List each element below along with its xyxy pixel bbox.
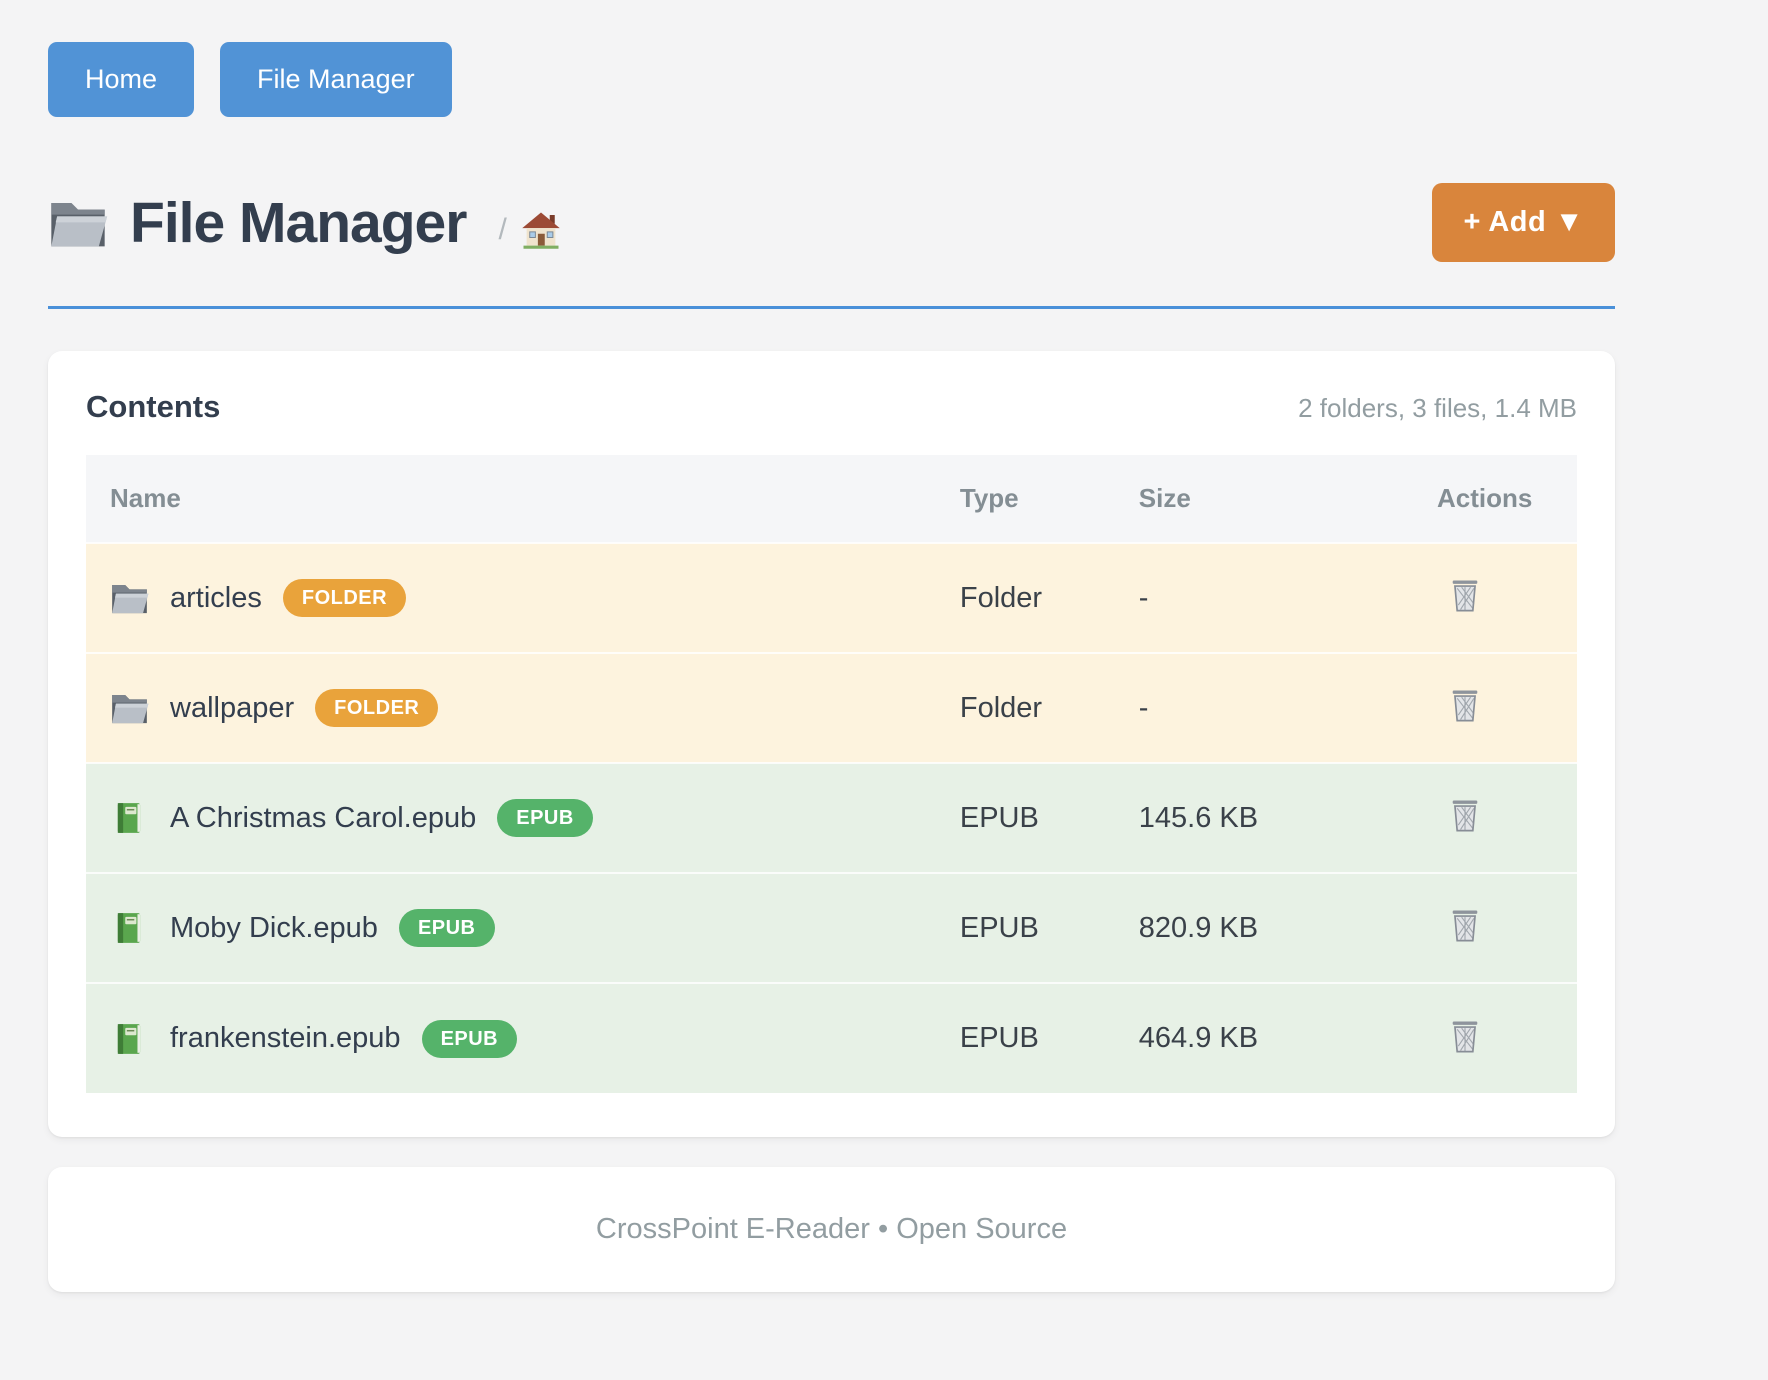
file-icon-holder xyxy=(110,581,149,615)
file-icon-holder xyxy=(110,1022,149,1056)
file-name[interactable]: A Christmas Carol.epub xyxy=(170,801,477,834)
trash-icon xyxy=(1447,576,1483,614)
cell-type: Folder xyxy=(959,581,1043,614)
add-button[interactable]: + Add ▼ xyxy=(1432,183,1615,262)
page-header: File Manager / + Add ▼ xyxy=(48,183,1615,262)
cell-size: 464.9 KB xyxy=(1138,1022,1259,1054)
contents-summary: 2 folders, 3 files, 1.4 MB xyxy=(1298,393,1577,423)
trash-icon xyxy=(1447,796,1483,834)
file-badge: EPUB xyxy=(497,799,593,837)
cell-actions xyxy=(1413,653,1577,763)
cell-size: - xyxy=(1138,581,1149,614)
cell-name: A Christmas Carol.epub EPUB xyxy=(86,763,936,873)
folder-icon xyxy=(110,581,149,615)
name-wrap: frankenstein.epub EPUB xyxy=(110,1019,912,1058)
files-table: Name Type Size Actions articles FOLDER F… xyxy=(86,455,1577,1093)
contents-card: Contents 2 folders, 3 files, 1.4 MB Name… xyxy=(48,351,1615,1137)
file-icon-holder xyxy=(110,801,149,835)
name-wrap: Moby Dick.epub EPUB xyxy=(110,909,912,947)
column-header-actions: Actions xyxy=(1412,455,1577,543)
trash-icon xyxy=(1447,1017,1483,1055)
contents-card-header: Contents 2 folders, 3 files, 1.4 MB xyxy=(86,389,1577,425)
column-header-size: Size xyxy=(1114,455,1413,543)
name-wrap: A Christmas Carol.epub EPUB xyxy=(110,799,912,837)
folder-icon xyxy=(110,691,149,725)
top-nav: Home File Manager xyxy=(48,42,1615,117)
contents-heading: Contents xyxy=(86,389,221,424)
column-header-name: Name xyxy=(86,455,936,543)
table-row: wallpaper FOLDER Folder - xyxy=(86,653,1577,763)
name-wrap: wallpaper FOLDER xyxy=(110,689,912,727)
table-row: articles FOLDER Folder - xyxy=(86,543,1577,653)
cell-name: wallpaper FOLDER xyxy=(86,653,936,763)
file-badge: EPUB xyxy=(421,1019,518,1058)
file-badge: FOLDER xyxy=(315,689,439,727)
column-header-type: Type xyxy=(935,455,1115,543)
delete-button[interactable] xyxy=(1443,1015,1487,1057)
delete-button[interactable] xyxy=(1443,574,1487,616)
delete-button[interactable] xyxy=(1443,684,1487,726)
nav-button-file-manager[interactable]: File Manager xyxy=(220,42,452,117)
cell-type: Folder xyxy=(959,691,1043,724)
cell-name: frankenstein.epub EPUB xyxy=(86,983,936,1093)
file-name[interactable]: Moby Dick.epub xyxy=(170,911,378,944)
cell-type: EPUB xyxy=(959,911,1039,944)
house-icon[interactable] xyxy=(521,210,561,250)
header-divider xyxy=(48,306,1615,309)
page-title: File Manager xyxy=(130,190,467,255)
name-wrap: articles FOLDER xyxy=(110,579,912,617)
footer-card: CrossPoint E-Reader • Open Source xyxy=(48,1167,1615,1292)
trash-icon xyxy=(1447,686,1483,724)
cell-size: 145.6 KB xyxy=(1138,801,1259,834)
table-header-row: Name Type Size Actions xyxy=(86,455,1577,543)
cell-type: EPUB xyxy=(959,1022,1039,1054)
cell-actions xyxy=(1413,543,1577,653)
folder-icon xyxy=(48,198,108,248)
footer-text: CrossPoint E-Reader • Open Source xyxy=(595,1213,1068,1245)
file-badge: FOLDER xyxy=(282,579,407,617)
cell-type: EPUB xyxy=(959,801,1039,834)
file-name[interactable]: articles xyxy=(170,581,262,614)
cell-actions xyxy=(1413,983,1577,1093)
book-icon xyxy=(110,1022,149,1056)
file-icon-holder xyxy=(110,691,149,725)
file-badge: EPUB xyxy=(398,909,495,947)
table-row: A Christmas Carol.epub EPUB EPUB 145.6 K… xyxy=(86,763,1577,873)
cell-size: 820.9 KB xyxy=(1138,911,1259,944)
table-body: articles FOLDER Folder - wallpaper FOLDE… xyxy=(86,543,1577,1093)
cell-actions xyxy=(1413,873,1577,983)
cell-name: articles FOLDER xyxy=(86,543,936,653)
breadcrumb-separator: / xyxy=(498,212,507,246)
delete-button[interactable] xyxy=(1443,904,1487,946)
breadcrumb: / xyxy=(498,210,560,250)
cell-size: - xyxy=(1138,691,1149,724)
cell-name: Moby Dick.epub EPUB xyxy=(86,873,936,983)
delete-button[interactable] xyxy=(1443,794,1487,836)
trash-icon xyxy=(1447,906,1483,944)
book-icon xyxy=(110,911,149,945)
table-row: Moby Dick.epub EPUB EPUB 820.9 KB xyxy=(86,873,1577,983)
file-name[interactable]: frankenstein.epub xyxy=(170,1022,401,1054)
nav-button-home[interactable]: Home xyxy=(48,42,195,117)
file-icon-holder xyxy=(110,911,149,945)
table-header: Name Type Size Actions xyxy=(86,455,1577,543)
cell-actions xyxy=(1413,763,1577,873)
table-row: frankenstein.epub EPUB EPUB 464.9 KB xyxy=(86,983,1577,1093)
book-icon xyxy=(110,801,149,835)
file-name[interactable]: wallpaper xyxy=(170,691,295,724)
